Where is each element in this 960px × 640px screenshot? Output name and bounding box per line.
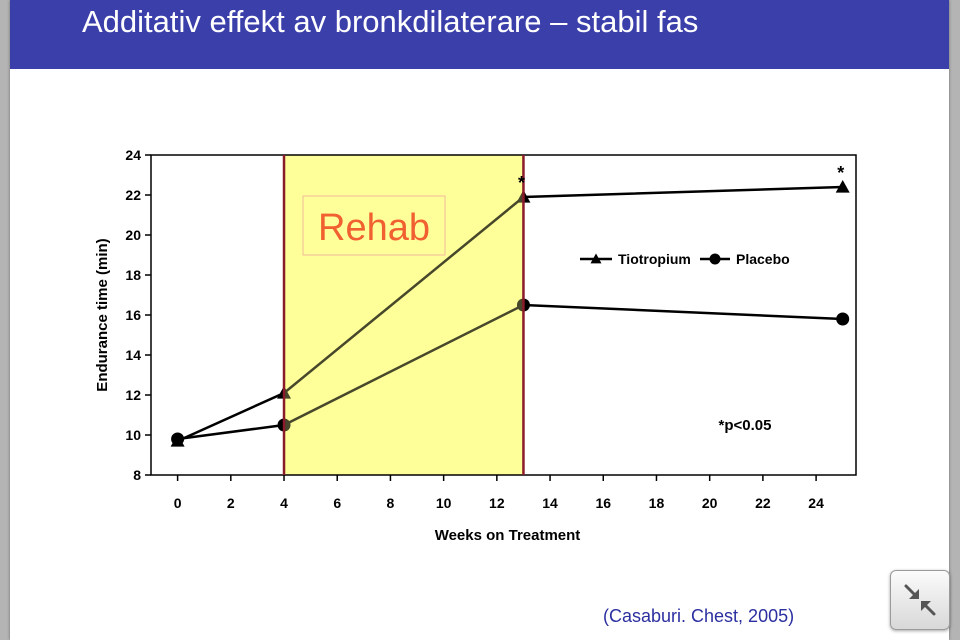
x-tick-label: 12 (489, 495, 505, 511)
legend-label-placebo: Placebo (736, 251, 790, 267)
slide: Additativ effekt av bronkdilaterare – st… (10, 0, 949, 640)
x-tick-label: 2 (227, 495, 235, 511)
x-tick-label: 8 (387, 495, 395, 511)
citation: (Casaburi. Chest, 2005) (603, 606, 795, 626)
x-tick-label: 18 (649, 495, 665, 511)
x-tick-label: 22 (755, 495, 771, 511)
y-tick-label: 8 (133, 467, 141, 483)
data-point-placebo (836, 312, 850, 326)
x-tick-label: 20 (702, 495, 718, 511)
series-line-tiotropium (177, 185, 843, 443)
y-tick-label: 10 (125, 427, 141, 443)
legend-label-tiotropium: Tiotropium (618, 251, 691, 267)
rehab-label: Rehab (318, 207, 430, 249)
series-line-placebo (177, 303, 843, 441)
y-tick-label: 16 (125, 307, 141, 323)
y-axis-label: Endurance time (min) (94, 238, 111, 391)
legend-marker-placebo (709, 253, 721, 265)
y-tick-label: 24 (125, 147, 141, 163)
slide-title: Additativ effekt av bronkdilaterare – st… (82, 4, 699, 39)
y-tick-label: 18 (125, 267, 141, 283)
significance-note: *p<0.05 (719, 417, 772, 434)
x-tick-label: 16 (595, 495, 611, 511)
x-tick-label: 10 (436, 495, 452, 511)
data-point-placebo (171, 432, 185, 446)
x-axis-label: Weeks on Treatment (435, 527, 581, 544)
x-tick-label: 14 (542, 495, 558, 511)
x-tick-label: 4 (280, 495, 288, 511)
y-tick-label: 20 (125, 227, 141, 243)
x-tick-label: 0 (174, 495, 182, 511)
collapse-button[interactable] (890, 570, 950, 630)
x-tick-label: 6 (333, 495, 341, 511)
y-tick-label: 12 (125, 387, 141, 403)
title-bar: Additativ effekt av bronkdilaterare – st… (10, 0, 949, 69)
y-tick-label: 14 (125, 347, 141, 363)
significance-star: * (837, 163, 844, 183)
y-tick-label: 22 (125, 187, 141, 203)
x-tick-label: 24 (808, 495, 824, 511)
significance-star: * (518, 173, 525, 193)
collapse-arrows-icon (904, 584, 936, 616)
legend-marker-tiotropium (590, 253, 602, 264)
data-point-tiotropium (835, 180, 850, 193)
rehab-label-box (302, 195, 446, 256)
